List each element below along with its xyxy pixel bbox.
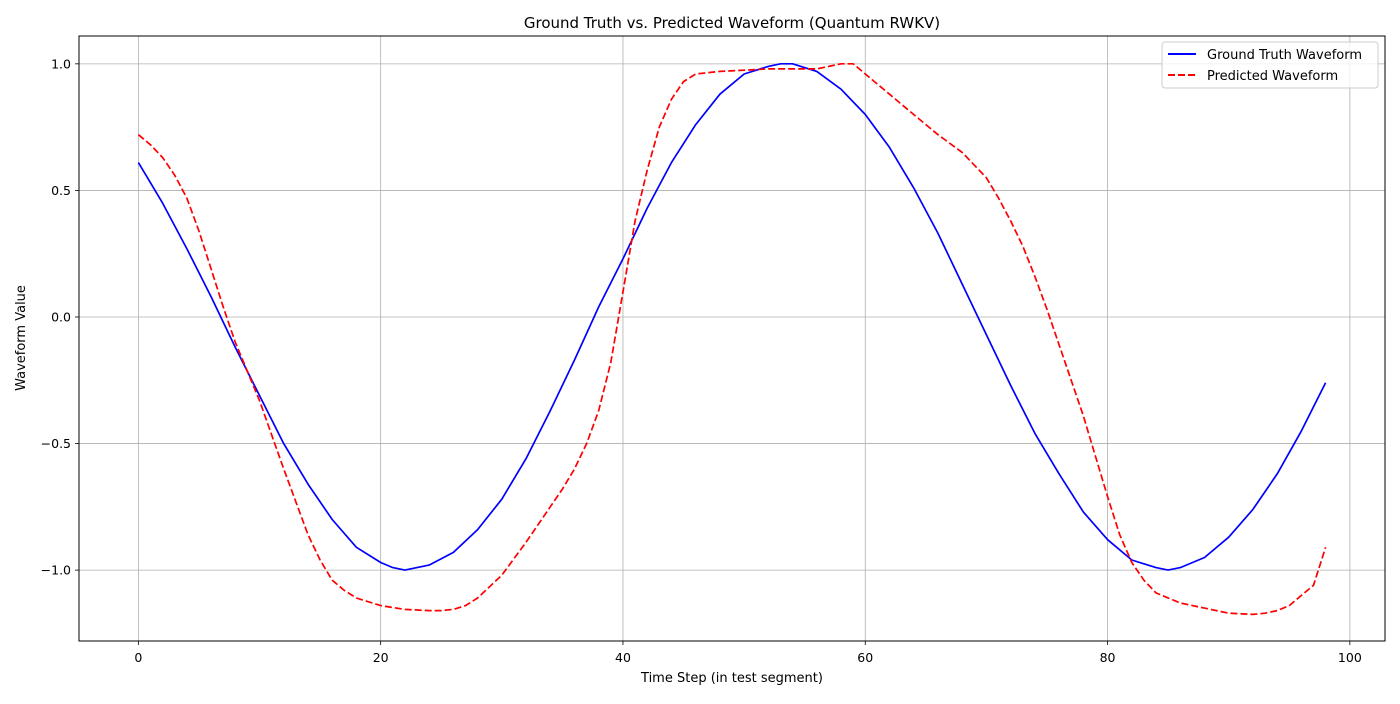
- axis-ticks: 0 20 40 60 80 100 −1.0 −0.5 0.0 0.5 1.0: [41, 56, 1362, 665]
- plot-frame: [78, 35, 1386, 642]
- x-tick-label: 60: [857, 650, 873, 665]
- legend: Ground Truth Waveform Predicted Waveform: [1161, 41, 1379, 89]
- y-axis-label: Waveform Value: [14, 285, 29, 391]
- plot-area: [79, 36, 1385, 641]
- y-tick-label: 0.0: [51, 309, 71, 324]
- x-axis-label: Time Step (in test segment): [640, 671, 823, 686]
- x-tick-label: 0: [134, 650, 142, 665]
- x-tick-label: 80: [1100, 650, 1116, 665]
- series-line-predicted: [137, 62, 1327, 616]
- y-tick-label: 1.0: [51, 56, 71, 71]
- y-tick-label: −1.0: [41, 563, 71, 578]
- x-tick-label: 100: [1338, 650, 1362, 665]
- series-line-ground-truth: [137, 62, 1327, 571]
- x-tick-label: 20: [373, 650, 389, 665]
- legend-box: [1161, 41, 1379, 89]
- legend-label-predicted: Predicted Waveform: [1207, 69, 1338, 84]
- series-layer: [137, 62, 1327, 616]
- y-tick-label: 0.5: [51, 183, 71, 198]
- chart-title: Ground Truth vs. Predicted Waveform (Qua…: [524, 14, 940, 32]
- x-tick-label: 40: [615, 650, 631, 665]
- y-tick-label: −0.5: [41, 436, 71, 451]
- legend-label-ground-truth: Ground Truth Waveform: [1207, 48, 1362, 63]
